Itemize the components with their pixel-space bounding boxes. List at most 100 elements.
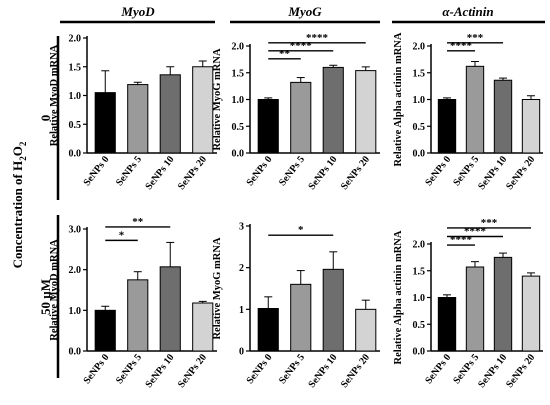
y-tick-label: 0.0 [69,149,82,160]
y-axis-label: Relative Alpha actinin mRNA [393,32,404,166]
x-tick-label: SeNPs 5 [114,154,144,188]
y-axis-label: Relative Alpha actinin mRNA [393,230,404,364]
y-tick-label: 3.0 [69,225,82,236]
x-tick-label: SeNPs 0 [82,352,112,386]
y-tick-label: 1.5 [413,68,426,79]
bar [322,66,344,154]
y-tick-label: 0.0 [69,347,82,358]
bar [257,308,279,352]
y-tick-label: 2.0 [413,42,426,53]
y-axis-label: Relative MyoG mRNA [212,237,223,339]
side-label-main: Concentration of H [10,161,25,269]
significance-label: ** [132,216,144,228]
bar [192,66,214,154]
x-tick-label: SeNPs 0 [423,352,453,386]
y-tick-label: 1.0 [413,293,426,304]
x-tick-label: SeNPs 20 [504,154,537,192]
row-label-0: 0 [38,115,53,122]
bar [94,92,116,154]
y-tick-label: 1.0 [413,95,426,106]
significance-label: * [298,224,304,236]
y-axis-label: Relative MyoD mRNA [49,239,60,341]
y-tick-label: 1.5 [413,266,426,277]
bar [94,309,116,352]
x-tick-label: SeNPs 20 [176,154,209,192]
x-tick-label: SeNPs 5 [114,352,144,386]
y-tick-label: 1.0 [69,91,82,102]
side-axis-label: Concentration of H2O2 [10,141,28,268]
x-tick-label: SeNPs 0 [423,154,453,188]
y-tick-label: 1.0 [69,306,82,317]
significance-label: * [119,229,125,241]
y-tick-label: 1 [239,305,244,316]
y-tick-label: 0.0 [413,347,426,358]
bar [159,74,181,154]
x-tick-label: SeNPs 20 [339,352,372,390]
x-tick-label: SeNPs 10 [143,154,176,192]
column-title-actinin: α-Actinin [442,4,493,19]
x-tick-label: SeNPs 10 [306,154,339,192]
bar [521,275,541,352]
panel-top-right: 0.0 0.5 1.0 1.5 2.0 Relative Alpha actinin mR… [393,32,543,192]
bar [127,279,149,352]
y-tick-label: 3 [239,222,244,233]
bar [127,84,149,154]
x-tick-label: SeNPs 5 [277,154,307,188]
x-tick-label: SeNPs 10 [306,352,339,390]
y-tick-label: 2 [239,263,244,274]
bar [290,283,312,352]
panels: 0.0 0.5 1.0 1.5 2.0 Relative MyoD mRNA SeNPs 0… [49,32,543,390]
bar [521,99,541,154]
y-tick-label: 0.0 [413,149,426,160]
bar [290,81,312,154]
side-label-sub: 2 [18,156,28,161]
x-tick-label: SeNPs 0 [245,352,275,386]
y-tick-label: 2.0 [69,265,82,276]
x-tick-label: SeNPs 20 [504,352,537,390]
significance-label: **** [306,32,329,44]
y-tick-label: 1.0 [232,95,245,106]
y-tick-label: 0.5 [413,320,426,331]
bar [437,99,457,154]
bar [257,99,279,154]
significance-label: *** [467,32,484,44]
x-tick-label: SeNPs 20 [176,352,209,390]
y-tick-label: 0.5 [69,120,82,131]
significance-label: *** [481,217,498,229]
y-tick-label: 0 [239,347,244,358]
x-tick-label: SeNPs 5 [277,352,307,386]
bar [355,308,377,352]
bar [493,256,513,352]
column-title-myod: MyoD [120,4,155,19]
y-tick-label: 1.5 [232,68,245,79]
panel-top-left: 0.0 0.5 1.0 1.5 2.0 Relative MyoD mRNA SeNPs 0… [49,34,217,192]
side-label-sub2: 2 [18,141,28,146]
panel-top-middle: 0.0 0.5 1.0 1.5 2.0 Relative MyoG mRNA SeNPs 0… [212,32,380,192]
y-tick-label: 1.5 [69,62,82,73]
x-tick-label: SeNPs 20 [339,154,372,192]
significance-label: ** [279,48,291,60]
bar [493,79,513,154]
bar [355,70,377,154]
y-tick-label: 2.0 [232,42,245,53]
y-tick-label: 0.5 [232,122,245,133]
bar [465,65,485,154]
y-axis-label: Relative MyoG mRNA [212,48,223,150]
bar [159,266,181,352]
side-label-o: O [10,146,25,156]
x-tick-label: SeNPs 0 [82,154,112,188]
y-tick-label: 0.5 [413,122,426,133]
y-axis-label: Relative MyoD mRNA [49,44,60,146]
column-title-myog: MyoG [287,4,322,19]
y-tick-label: 2.0 [413,240,426,251]
bar [465,266,485,352]
bar [192,302,214,352]
y-tick-label: 0.0 [232,149,245,160]
row-label-50: 50 µM [38,279,53,315]
panel-bottom-right: 0.0 0.5 1.0 1.5 2.0 Relative Alpha actinin mR… [393,217,543,390]
x-tick-label: SeNPs 0 [245,154,275,188]
y-tick-label: 2.0 [69,34,82,45]
